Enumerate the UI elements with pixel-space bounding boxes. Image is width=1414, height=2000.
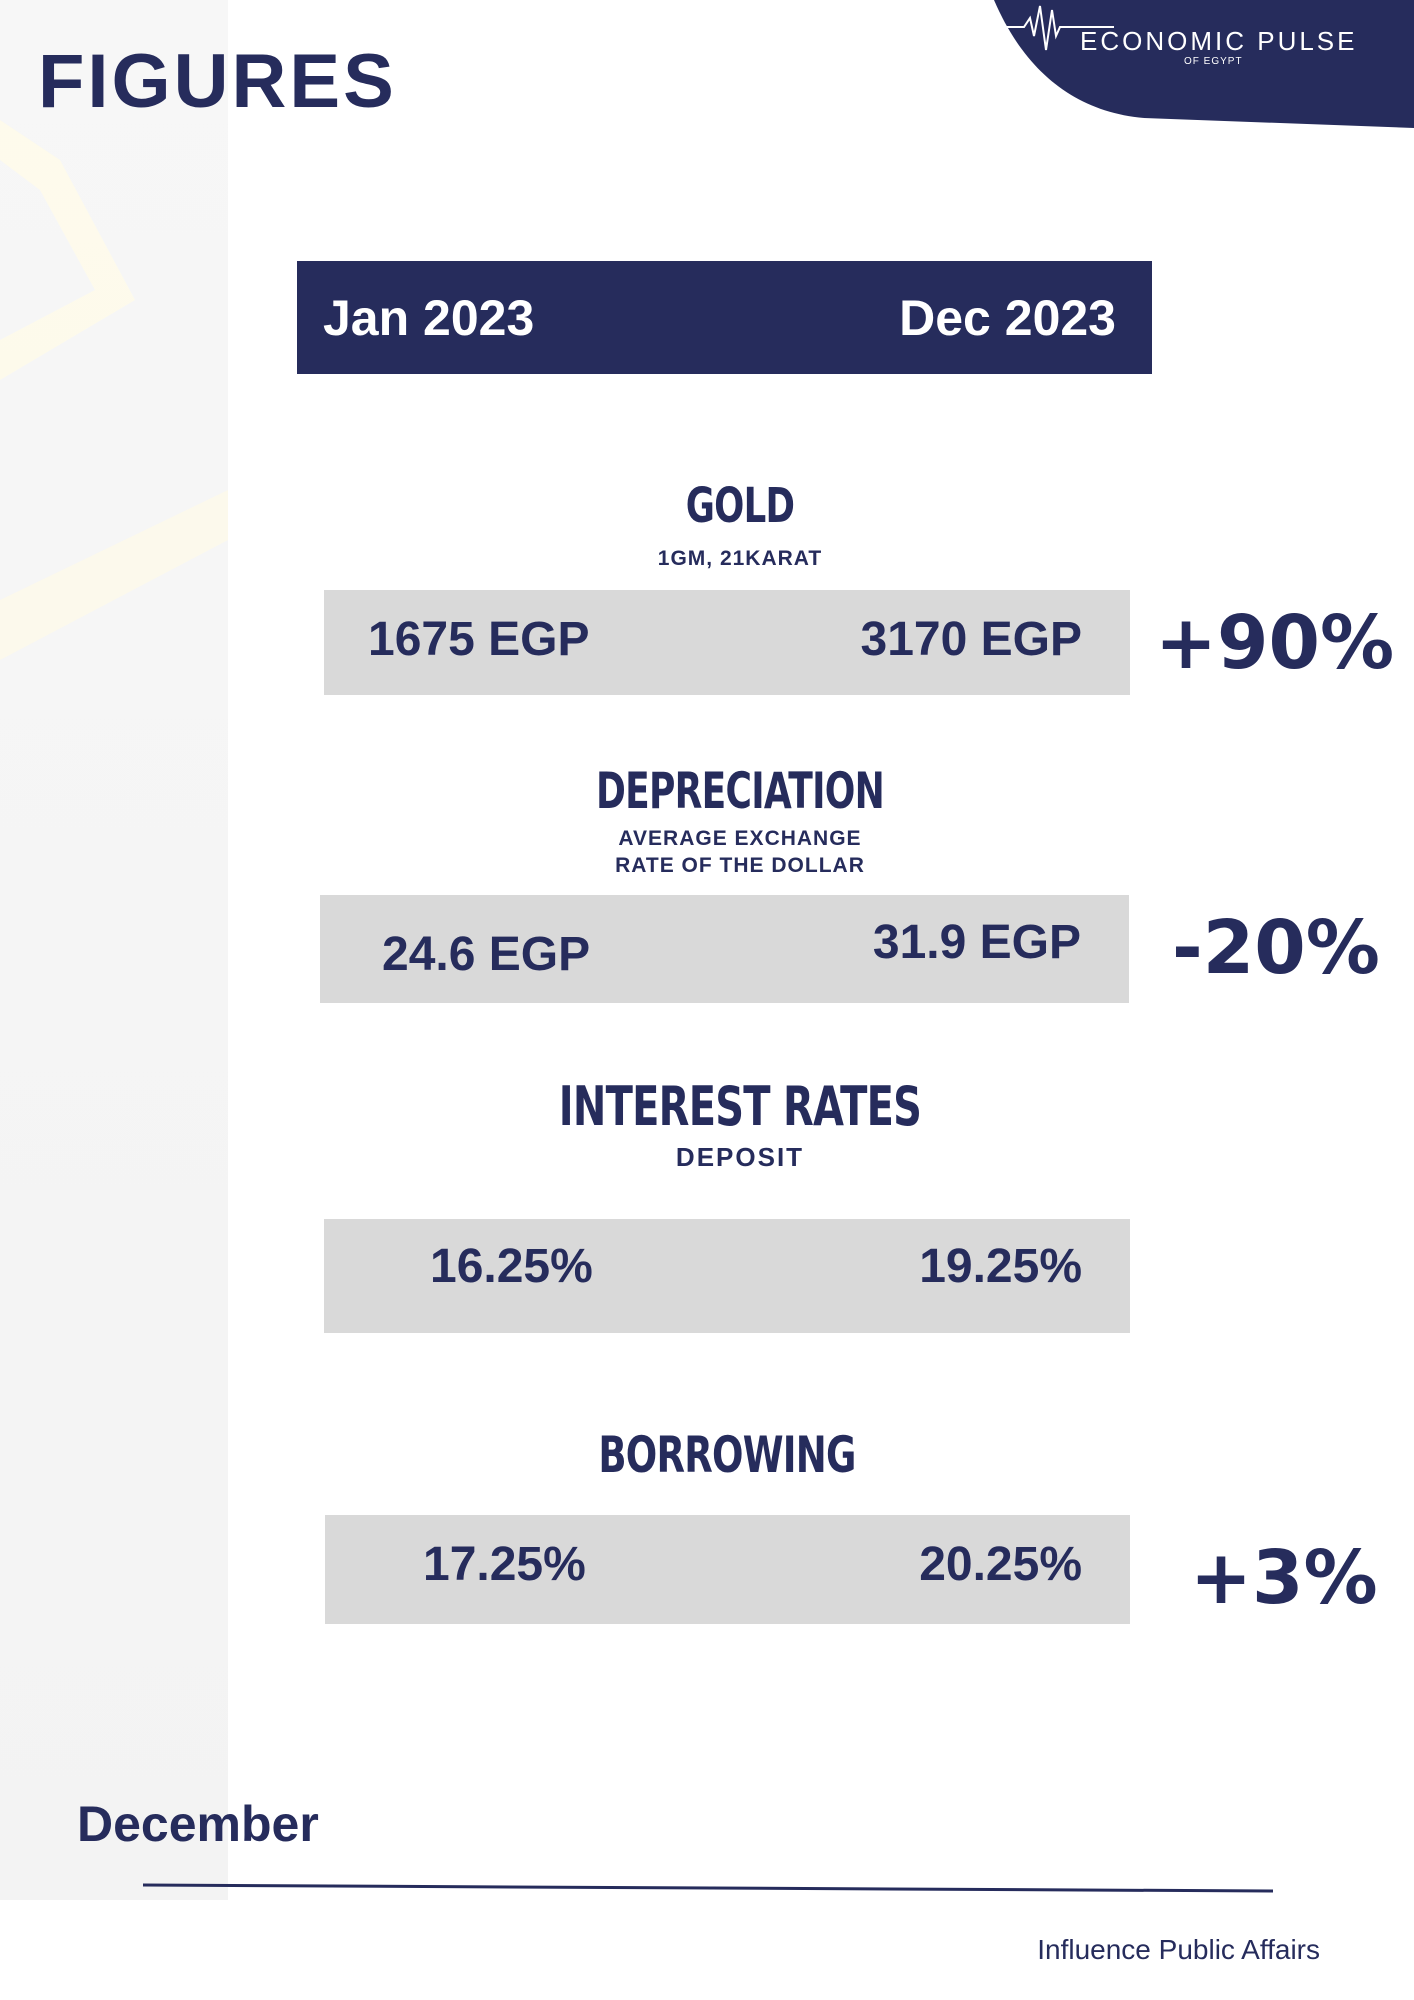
depreciation-section-title: DEPRECIATION [595,762,885,820]
gold-value-row: 1675 EGP 3170 EGP [324,590,1130,695]
borrowing-end-value: 20.25% [919,1538,1082,1591]
decorative-side-panel [0,0,228,1900]
gold-section-title: GOLD [685,478,795,534]
brand-header: ECONOMIC PULSE OF EGYPT [994,0,1414,130]
heartbeat-pulse-icon [994,5,1114,51]
gold-section-subtitle: 1GM, 21KARAT [657,547,823,570]
page-title: FIGURES [38,39,397,124]
interest-rates-value-row: 16.25% 19.25% [324,1219,1130,1333]
period-end-label: Dec 2023 [899,290,1116,346]
interest-rates-subtitle: DEPOSIT [675,1142,805,1172]
gold-start-value: 1675 EGP [368,613,590,666]
borrowing-start-value: 17.25% [423,1538,586,1591]
interest-rates-section-title: INTEREST RATES [558,1075,922,1138]
depreciation-value-row: 24.6 EGP 31.9 EGP [320,895,1129,1003]
brand-name: ECONOMIC PULSE [1080,26,1358,56]
footer-divider-line [143,1883,1274,1893]
borrowing-change-percent: +3% [1190,1535,1378,1621]
interest-rates-start-value: 16.25% [430,1240,593,1293]
depreciation-start-value: 24.6 EGP [382,928,591,981]
interest-rates-end-value: 19.25% [919,1240,1082,1293]
period-header-bar: Jan 2023 Dec 2023 [297,261,1152,374]
brand-subtitle: OF EGYPT [1184,56,1243,67]
footer-month: December [77,1796,319,1852]
depreciation-end-value: 31.9 EGP [872,916,1081,969]
depreciation-subtitle-line-2: RATE OF THE DOLLAR [615,854,865,877]
gold-end-value: 3170 EGP [860,613,1082,666]
depreciation-subtitle-line-1: AVERAGE EXCHANGE [618,827,862,850]
gold-change-percent: +90% [1155,600,1395,686]
decorative-chevron-shapes [0,120,228,660]
period-start-label: Jan 2023 [323,290,535,346]
borrowing-value-row: 17.25% 20.25% [325,1515,1130,1624]
borrowing-section-title: BORROWING [598,1426,856,1484]
footer-organization: Influence Public Affairs [1037,1934,1320,1965]
brand-background-shape [994,0,1414,128]
depreciation-change-percent: -20% [1172,905,1380,991]
